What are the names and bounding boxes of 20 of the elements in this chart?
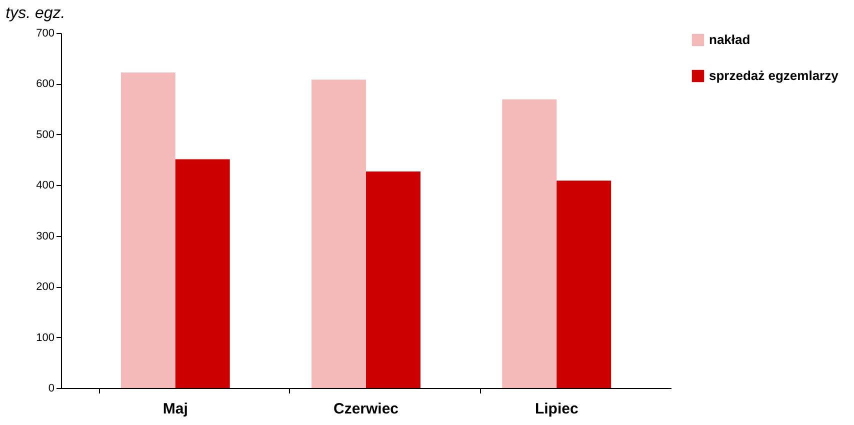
y-tick-label: 300	[36, 230, 54, 242]
y-tick-label: 700	[36, 28, 54, 40]
y-tick-label: 400	[36, 180, 54, 192]
x-tick-label: Lipiec	[534, 400, 578, 418]
y-tick-label: 0	[48, 382, 54, 394]
bar	[366, 171, 420, 388]
bar	[556, 180, 612, 388]
bar	[502, 99, 557, 388]
y-tick-label: 100	[36, 332, 54, 344]
bar	[120, 72, 176, 388]
y-tick-label: 200	[36, 281, 54, 294]
bar	[175, 159, 230, 388]
x-tick-label: Maj	[162, 400, 188, 418]
y-axis-title: tys. egz.	[6, 5, 66, 22]
y-tick-label: 600	[36, 78, 54, 90]
legend-label: nakład	[709, 32, 750, 47]
bar	[312, 80, 366, 388]
legend-label: sprzedaż egzemlarzy	[709, 68, 840, 83]
y-tick-label: 500	[36, 128, 54, 141]
x-tick-label: Czerwiec	[333, 400, 399, 418]
